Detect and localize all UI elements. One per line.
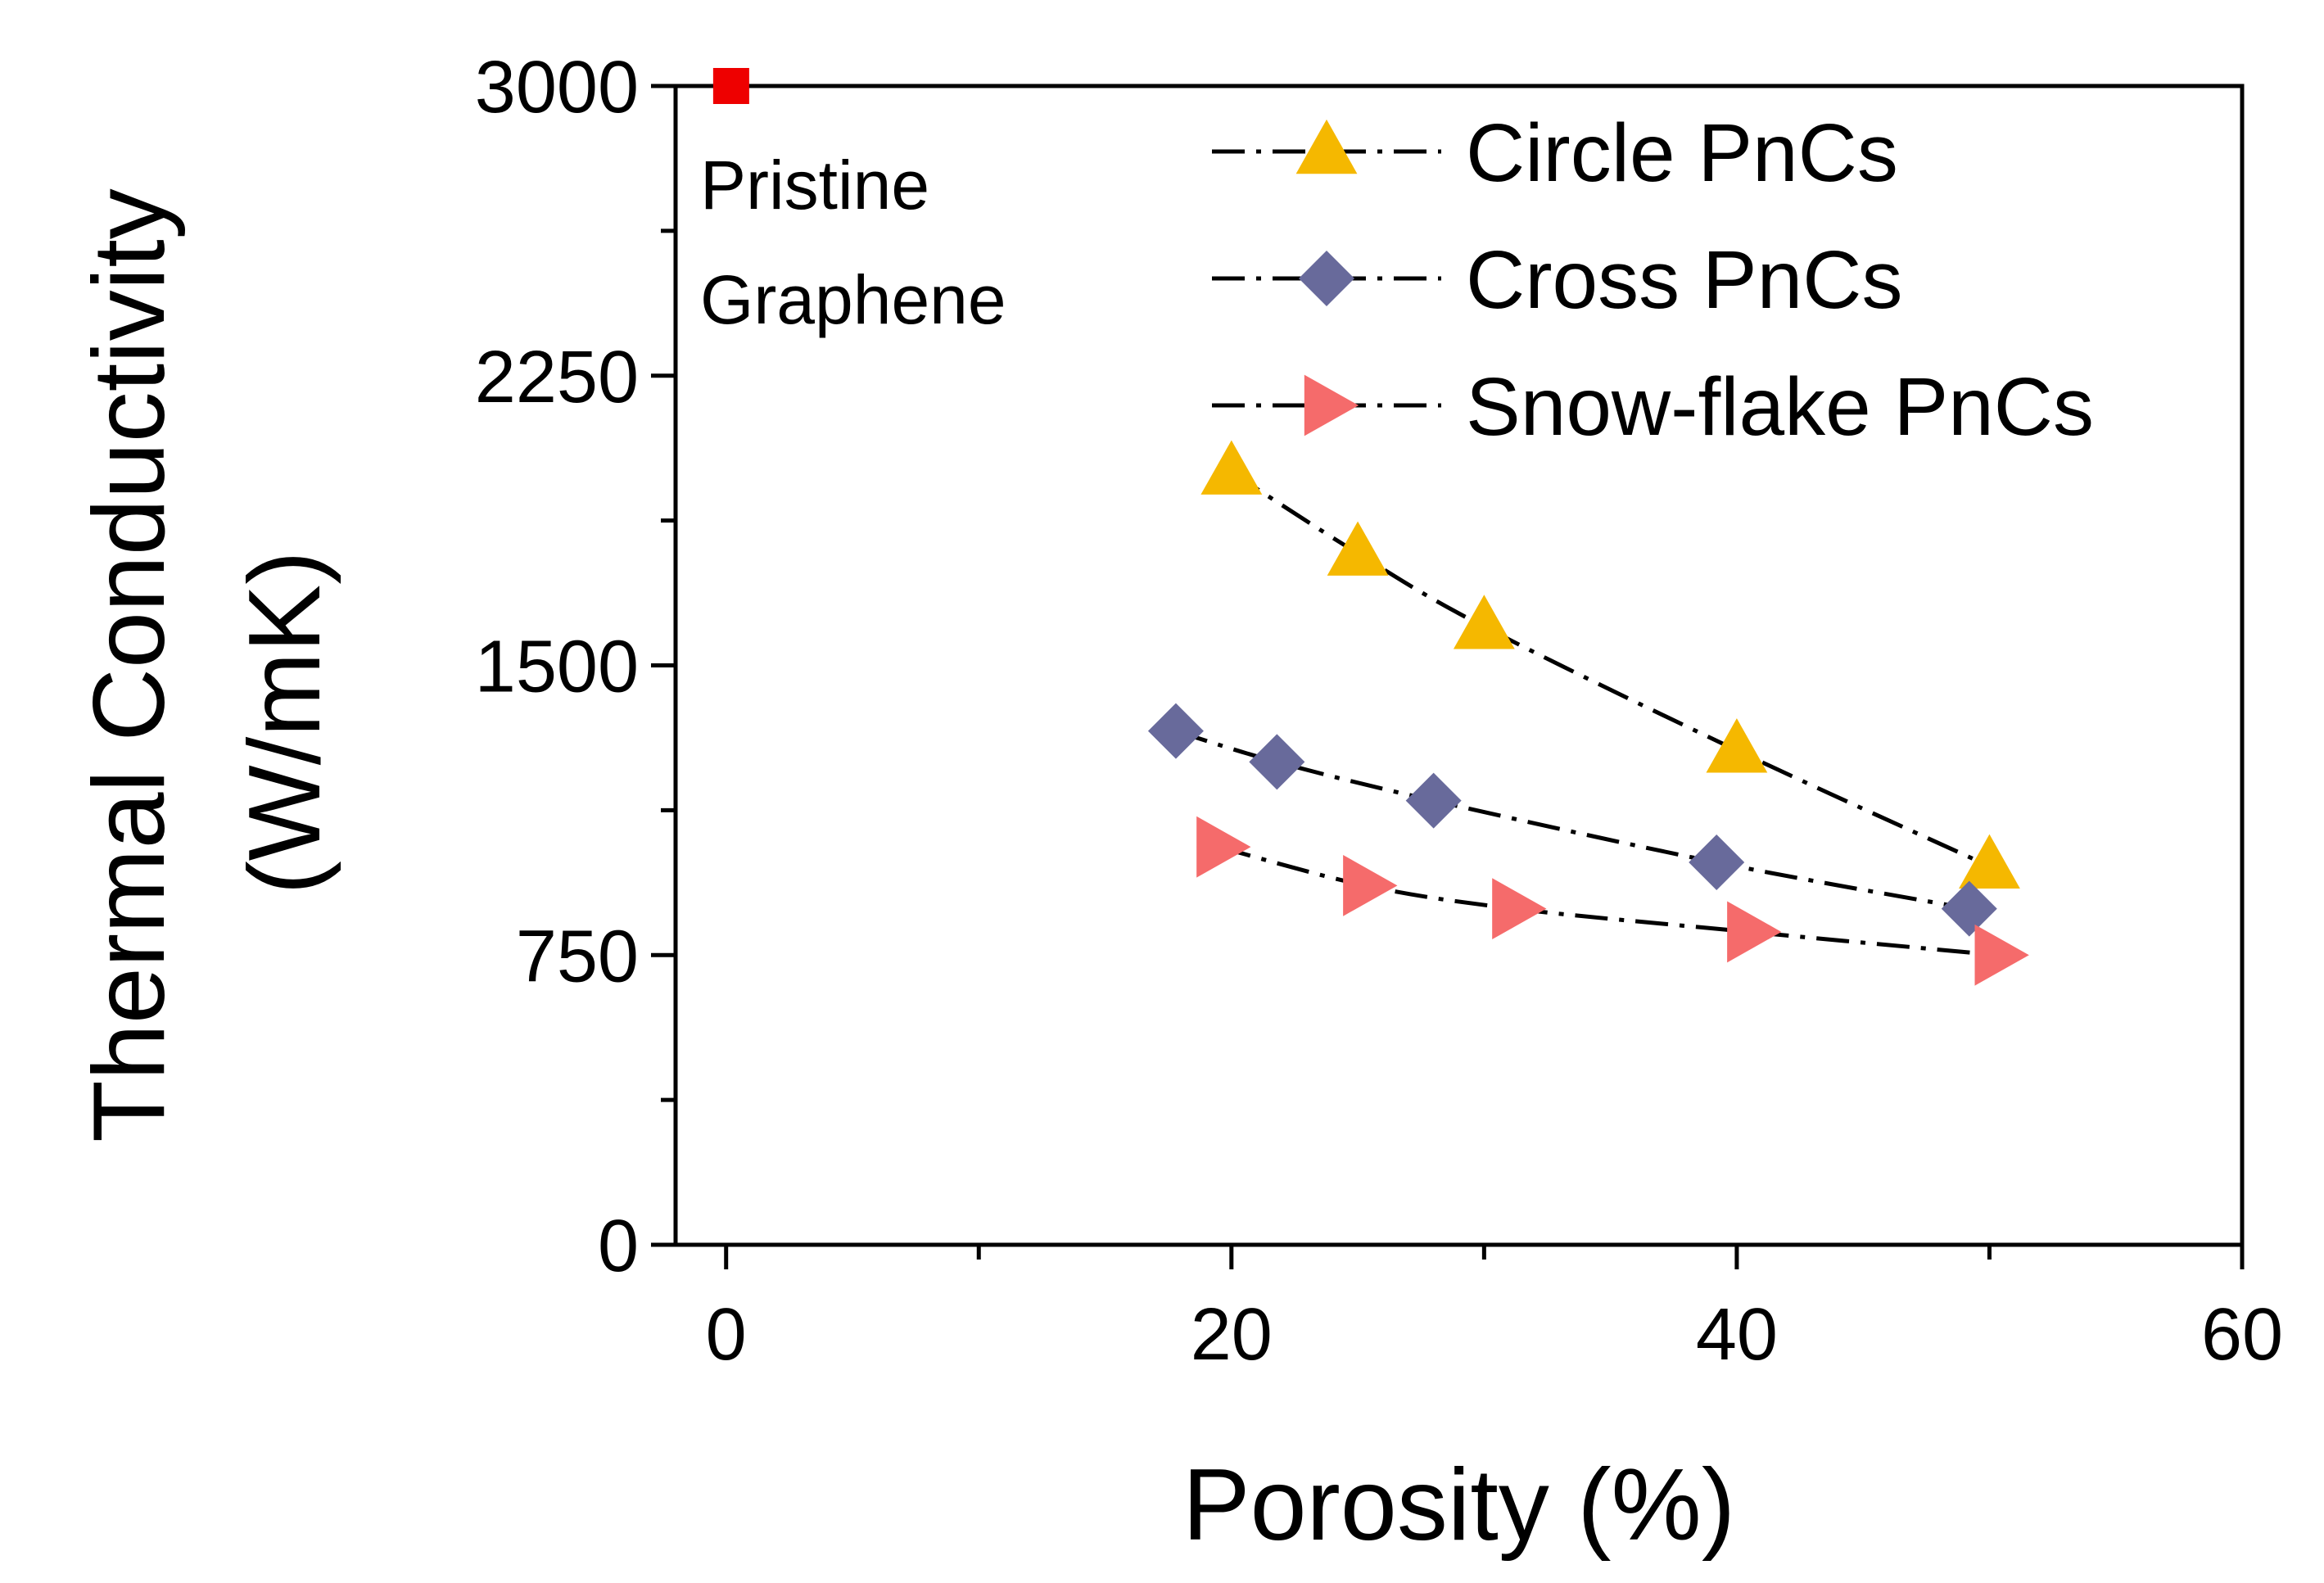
data-point-series-1 [1147, 703, 1204, 759]
data-markers [1147, 440, 2029, 986]
data-point-series-2 [1492, 878, 1547, 940]
legend: Circle PnCs Cross PnCs Snow-flake PnCs [1212, 107, 2094, 453]
data-point-series-2 [1727, 901, 1782, 963]
legend-marker [1299, 251, 1354, 306]
data-point-series-0 [1200, 440, 1263, 495]
legend-label: Cross PnCs [1466, 234, 1902, 326]
x-tick-label: 0 [706, 1294, 747, 1376]
plot-frame [673, 84, 2245, 1247]
y-tick-label: 2250 [475, 337, 639, 418]
data-point-series-0 [1959, 834, 2020, 889]
data-point-series-1 [1249, 734, 1305, 790]
fit-lines [1175, 470, 1997, 957]
y-axis-title-line2: (W/mK) [228, 550, 341, 894]
y-axis-title-line1: Thermal Conductivity [73, 188, 186, 1142]
x-tick-label: 40 [1696, 1294, 1778, 1376]
data-point-series-0 [1327, 521, 1389, 576]
data-point-series-1 [1941, 880, 1997, 937]
y-tick-label: 0 [598, 1205, 639, 1287]
annotation-line2: Graphene [700, 261, 1006, 338]
legend-label: Circle PnCs [1466, 107, 1898, 199]
y-axis-ticks: 0 750 1500 2250 3000 [475, 47, 676, 1287]
data-point-series-2 [1343, 854, 1398, 916]
y-tick-label: 1500 [475, 626, 639, 708]
data-point-series-0 [1453, 595, 1515, 649]
fit-line-series-1 [1175, 729, 1970, 911]
x-tick-label: 60 [2201, 1294, 2283, 1376]
y-tick-label: 750 [516, 916, 639, 997]
pristine-graphene-annotation: Pristine Graphene [700, 68, 1006, 338]
pristine-graphene-marker [712, 68, 749, 104]
y-tick-label: 3000 [475, 47, 639, 129]
fit-line-series-0 [1230, 470, 1991, 869]
data-point-series-1 [1689, 834, 1745, 891]
x-tick-label: 20 [1191, 1294, 1273, 1376]
data-point-series-1 [1405, 772, 1462, 829]
data-point-series-0 [1706, 718, 1768, 773]
data-point-series-2 [1196, 816, 1251, 878]
x-axis-title: Porosity (%) [1182, 1449, 1735, 1562]
legend-marker [1304, 374, 1359, 436]
x-axis-ticks: 0 20 40 60 [706, 1245, 2283, 1376]
legend-marker [1295, 119, 1358, 174]
fit-line-series-2 [1218, 844, 1997, 957]
data-point-series-2 [1974, 924, 2029, 986]
legend-label: Snow-flake PnCs [1466, 361, 2094, 453]
annotation-line1: Pristine [700, 147, 929, 224]
